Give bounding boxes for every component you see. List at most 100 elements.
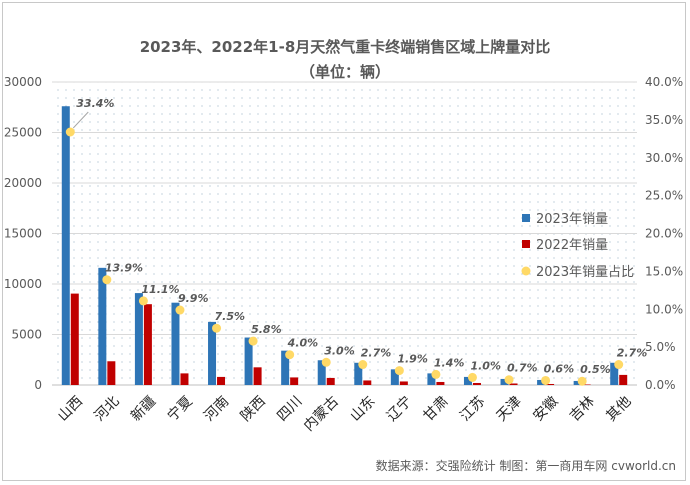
y-right-tick-label: 10.0% (645, 302, 683, 316)
category-label: 河南 (201, 393, 232, 424)
category-label: 四川 (274, 393, 305, 424)
bars (61, 106, 628, 386)
y-left-tick-label: 10000 (4, 277, 42, 291)
bar-2023 (573, 380, 582, 385)
bar-2022 (582, 384, 591, 385)
share-point (541, 375, 551, 385)
category-label: 山东 (347, 393, 378, 424)
y-right-tick-label: 20.0% (645, 227, 683, 241)
y-left-tick-label: 0 (34, 378, 42, 392)
share-point (467, 372, 477, 382)
share-label: 5.8% (251, 323, 282, 336)
share-point (614, 360, 624, 370)
share-point (138, 296, 148, 306)
y-right-tick-label: 0.0% (645, 378, 676, 392)
share-label: 33.4% (76, 97, 114, 110)
y-left-tick-label: 20000 (4, 176, 42, 190)
bar-2023 (317, 360, 326, 385)
share-label: 0.7% (507, 362, 538, 375)
source-note: 数据来源：交强险统计 制图：第一商用车网 cvworld.cn (376, 458, 676, 473)
label-leader-line (72, 111, 89, 129)
y-left-tick-label: 30000 (4, 75, 42, 89)
category-label: 河北 (91, 393, 122, 424)
bar-2023 (500, 378, 509, 385)
bar-2023 (463, 376, 472, 385)
share-point (431, 369, 441, 379)
bar-2022 (290, 377, 299, 385)
y-left-tick-label: 5000 (11, 328, 42, 342)
share-label: 3.0% (324, 344, 355, 357)
legend-label-2023: 2023年销量 (536, 212, 608, 227)
bar-2022 (253, 367, 262, 385)
share-point (285, 350, 295, 360)
share-point (358, 360, 368, 370)
category-label: 陕西 (238, 393, 269, 424)
category-label: 宁夏 (164, 393, 196, 425)
category-label: 吉林 (567, 393, 598, 424)
bar-2023 (134, 293, 143, 385)
y-axis-right: 0.0% 5.0% 10.0% 15.0% 20.0% 25.0% 30.0% 35.0% 40… (645, 75, 683, 392)
legend-swatch-2023 (522, 214, 530, 222)
category-label: 辽宁 (383, 393, 415, 425)
bar-2022 (436, 381, 445, 385)
share-label: 1.0% (470, 359, 501, 372)
share-point (394, 366, 404, 376)
share-label: 1.4% (434, 356, 465, 369)
bar-2022 (70, 293, 79, 385)
bar-2022 (363, 380, 372, 385)
share-label: 2.7% (361, 347, 392, 360)
share-label: 4.0% (287, 337, 319, 350)
share-label: 13.9% (105, 262, 143, 275)
share-label: 1.9% (397, 353, 428, 366)
bar-2023 (171, 302, 180, 385)
bar-2022 (326, 377, 335, 385)
bar-2023 (281, 350, 290, 385)
bar-2022 (546, 383, 555, 385)
share-label: 9.9% (178, 292, 209, 305)
bar-2022 (180, 373, 189, 385)
y-right-tick-label: 5.0% (645, 340, 676, 354)
y-left-tick-label: 25000 (4, 126, 42, 140)
share-point (248, 336, 258, 346)
category-label: 甘肃 (421, 393, 452, 424)
share-point (321, 357, 331, 367)
bar-2022 (217, 376, 226, 385)
bar-2023 (354, 362, 363, 385)
legend-label-2022: 2022年销量 (536, 238, 608, 253)
category-label: 其他 (603, 393, 634, 424)
category-label: 山西 (55, 393, 86, 424)
y-right-tick-label: 40.0% (645, 75, 683, 89)
bar-2023 (98, 267, 107, 385)
share-point (102, 275, 112, 285)
chart-title: 2023年、2022年1-8月天然气重卡终端销售区域上牌量对比 (140, 38, 551, 56)
bar-2022 (619, 374, 628, 385)
bar-2023 (61, 106, 70, 386)
share-point (65, 127, 75, 137)
share-label: 0.5% (580, 363, 611, 376)
bar-2022 (107, 361, 116, 385)
share-label: 11.1% (141, 283, 179, 296)
category-label: 新疆 (128, 393, 159, 424)
bar-2023 (244, 337, 253, 385)
legend-swatch-share (521, 266, 531, 276)
y-right-tick-label: 35.0% (645, 113, 683, 127)
bar-2023 (427, 373, 436, 385)
category-label: 天津 (494, 393, 525, 424)
bar-2023 (537, 379, 546, 385)
share-points: 33.4% 13.9% 11.1%9.9% 7.5% 5.8% 4.0% 3.0% 2.7% 1… (65, 97, 648, 386)
chart-frame (2, 2, 686, 481)
bar-2022 (143, 304, 152, 385)
legend: 2023年销量 2022年销量 2023年销量占比 (521, 212, 634, 280)
share-point (175, 305, 185, 315)
y-axis-left: 0 5000 10000 15000 20000 25000 30000 (4, 75, 42, 392)
legend-label-share: 2023年销量占比 (536, 265, 634, 280)
share-point (504, 375, 514, 385)
share-label: 2.7% (617, 347, 648, 360)
category-label: 安徽 (530, 393, 561, 424)
y-right-tick-label: 25.0% (645, 189, 683, 203)
category-label: 江苏 (457, 393, 488, 424)
share-point (577, 376, 587, 386)
chart-subtitle: （单位：辆） (300, 63, 390, 81)
